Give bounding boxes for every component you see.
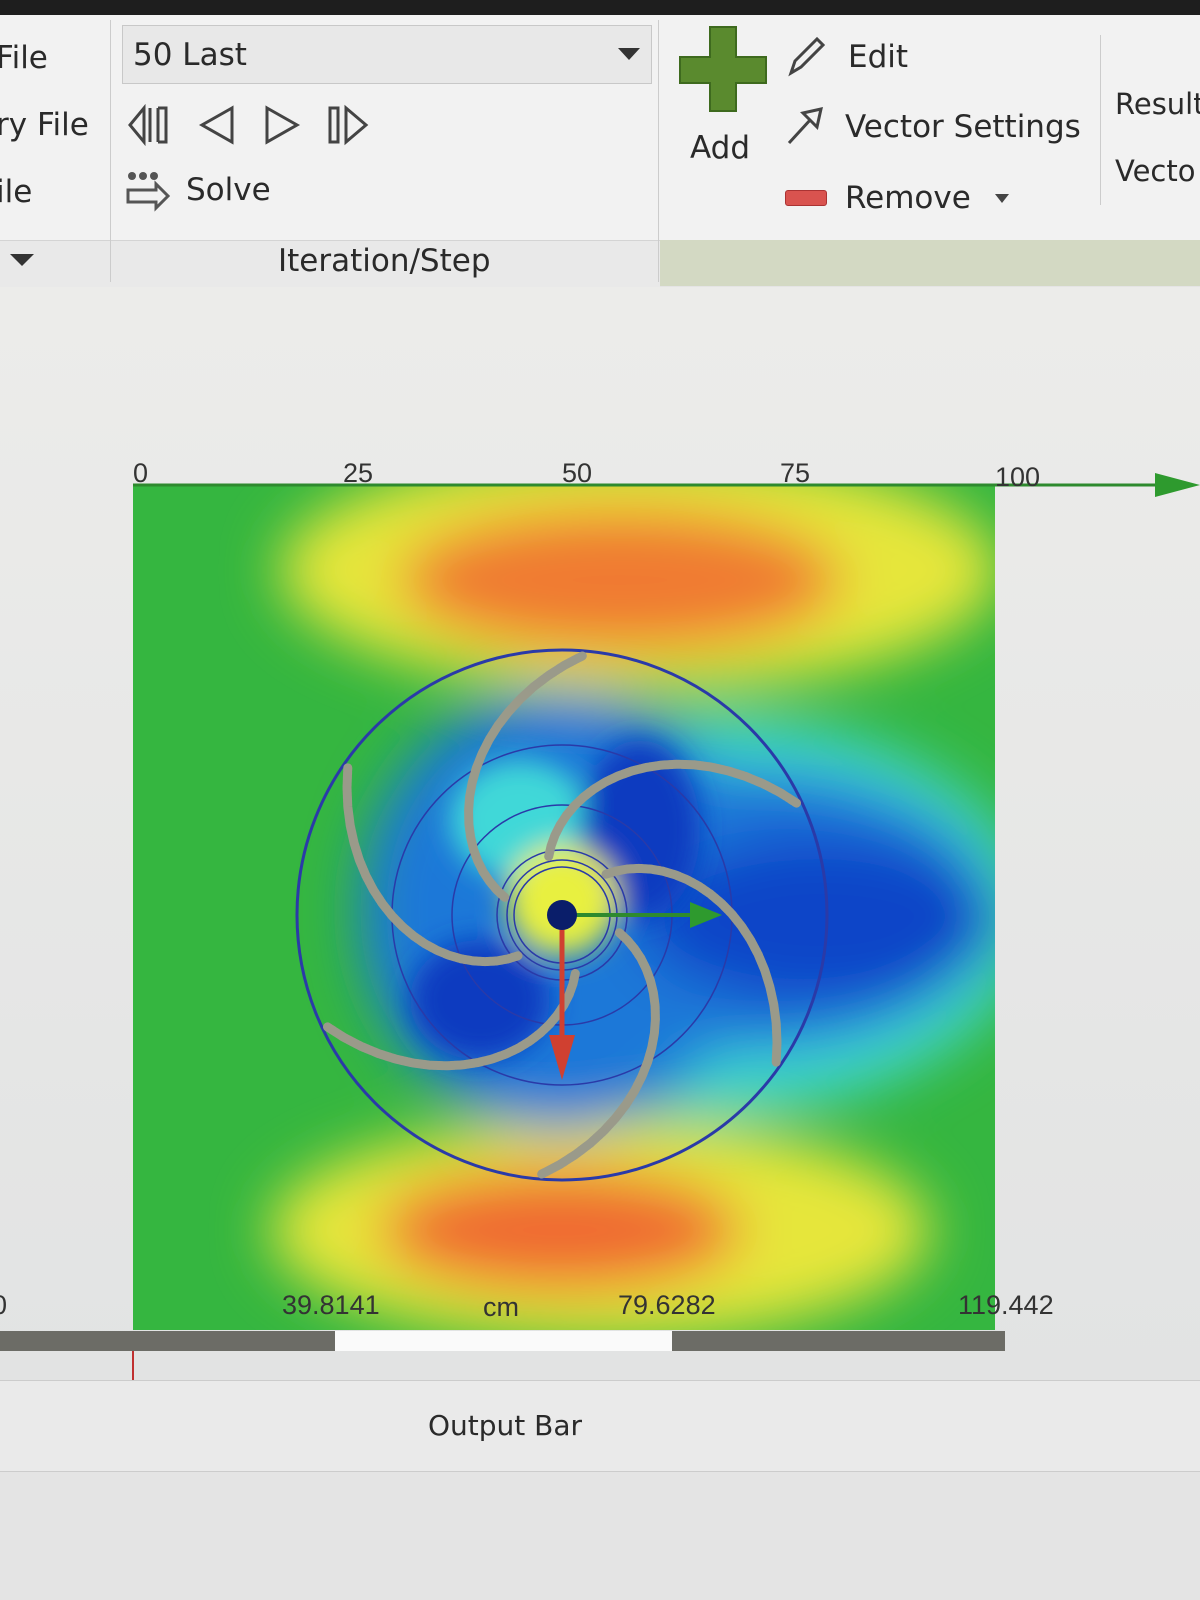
step-combo[interactable]: 50 Last: [122, 25, 652, 84]
plus-shape: [679, 26, 767, 112]
vector-button[interactable]: Vecto: [1115, 154, 1196, 188]
bottom-ruler-label: 79.6282: [618, 1290, 716, 1320]
bottom-ruler-label: 39.8141: [282, 1290, 380, 1320]
add-icon: [679, 26, 767, 112]
top-bezel: [0, 0, 1200, 15]
remove-label: Remove: [845, 180, 971, 216]
scrollbar-track[interactable]: [0, 1331, 335, 1351]
blade: [536, 928, 660, 1179]
x-vector-head: [690, 902, 722, 928]
edit-label: Edit: [848, 39, 909, 75]
blade: [464, 651, 588, 902]
blades: [322, 651, 802, 1179]
dropdown-arrow[interactable]: [10, 252, 34, 268]
blade: [544, 759, 802, 861]
add-label: Add: [690, 130, 751, 166]
output-bar: Output Bar: [0, 1380, 1200, 1472]
remove-icon: [785, 190, 827, 206]
y-vector-head: [549, 1035, 575, 1080]
flow-field: [133, 485, 995, 1330]
scrollbar-track[interactable]: [672, 1331, 1005, 1351]
blade: [342, 763, 523, 967]
top-ruler-label: 50: [562, 458, 593, 488]
ribbon-group-bar-right: [660, 240, 1200, 286]
step-nav-buttons[interactable]: [122, 100, 382, 150]
separator: [1100, 35, 1101, 205]
edit-icon: [788, 36, 825, 77]
scrollbar-thumb[interactable]: [335, 1331, 672, 1351]
result-button[interactable]: Result: [1115, 87, 1200, 121]
first-step[interactable]: [128, 103, 168, 147]
bottom-ruler-label: 119.442: [958, 1290, 1054, 1320]
solve-icon: [126, 172, 170, 212]
separator: [110, 20, 111, 282]
top-ruler-label: 0: [133, 458, 149, 488]
file-button[interactable]: File: [0, 40, 48, 76]
group-label: Iteration/Step: [278, 243, 491, 279]
bottom-ruler-label: 0: [0, 1290, 7, 1321]
ruler-arrow: [1155, 473, 1200, 497]
origin-marker: [547, 900, 577, 930]
result-view: [0, 473, 1200, 1380]
output-bar-title: Output Bar: [428, 1409, 583, 1442]
file-button[interactable]: ry File: [0, 107, 89, 143]
arrow-shape: [10, 254, 34, 266]
file-button[interactable]: ile: [0, 174, 33, 210]
combo-arrow: [618, 48, 640, 60]
next-step[interactable]: [265, 105, 301, 145]
ruler-unit: cm: [483, 1292, 519, 1322]
top-ruler-label: 25: [343, 458, 374, 488]
rotor-circle: [295, 648, 829, 1182]
separator: [658, 20, 659, 282]
vector-icon: [787, 107, 823, 145]
remove-arrow: [995, 194, 1009, 203]
top-ruler-label: 100: [995, 462, 1041, 492]
add-button[interactable]: Add: [670, 25, 780, 185]
blade: [601, 863, 782, 1067]
arrow-shape: [618, 48, 640, 60]
combo-value: 50 Last: [133, 37, 247, 73]
prev-step[interactable]: [198, 105, 234, 145]
vector-settings-label: Vector Settings: [845, 109, 1081, 145]
top-ruler-label: 75: [780, 458, 811, 488]
last-step[interactable]: [328, 104, 369, 146]
solve-label: Solve: [186, 172, 271, 208]
